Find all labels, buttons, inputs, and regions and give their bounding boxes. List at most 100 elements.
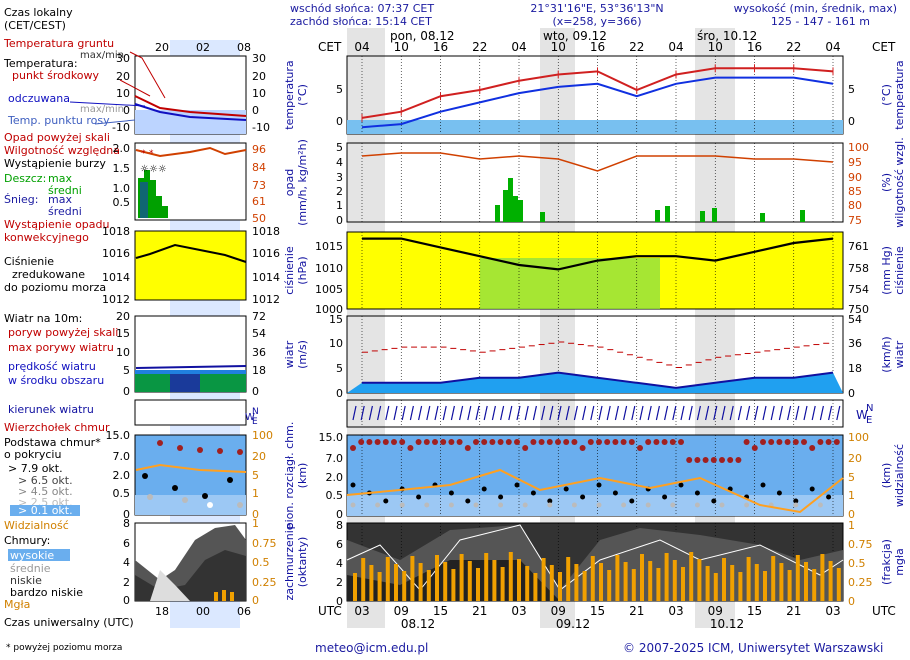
tick-label: 90 bbox=[848, 171, 862, 184]
wind-arrow bbox=[598, 405, 603, 421]
precip-bar bbox=[760, 213, 765, 222]
wind-arrow bbox=[778, 405, 783, 421]
tick-label: 1015 bbox=[315, 240, 343, 253]
legend-tick-label: 0 bbox=[252, 385, 259, 398]
wind-arrow bbox=[614, 405, 619, 421]
fog-bar bbox=[771, 556, 776, 601]
utc-hour-label: 09 bbox=[394, 604, 409, 618]
wind-arrow bbox=[721, 405, 726, 421]
axis-unit-left: (mm/h, kg/m²h) bbox=[296, 139, 309, 226]
legend-tick-label: 0.25 bbox=[252, 576, 277, 589]
wind-area bbox=[347, 372, 843, 393]
ground-temp-band bbox=[347, 120, 843, 134]
cloud-base-dot bbox=[530, 490, 536, 496]
fog-bar bbox=[353, 573, 357, 601]
legend-maxmin2: max/min bbox=[80, 104, 124, 115]
fog-bar bbox=[492, 560, 497, 601]
wind-arrow bbox=[672, 405, 677, 421]
cloud-base-dot-low bbox=[645, 502, 651, 508]
tick-label: 0 bbox=[848, 387, 855, 400]
svg-text:*: * bbox=[141, 149, 146, 159]
utc-hour-label: 03 bbox=[668, 604, 683, 618]
footer-email[interactable]: meteo@icm.edu.pl bbox=[315, 641, 428, 655]
cloud-top-dot bbox=[563, 439, 570, 445]
fog-bar bbox=[410, 556, 415, 601]
fog-bar bbox=[500, 567, 505, 601]
tick-label: 1005 bbox=[315, 283, 343, 296]
legend-medium: średnie bbox=[10, 562, 51, 575]
axis-unit-left: (m/s) bbox=[296, 340, 309, 369]
wind-arrow bbox=[819, 405, 824, 421]
svg-text:W: W bbox=[245, 412, 255, 423]
fog-bar bbox=[640, 554, 644, 601]
tick-label: 0.5 bbox=[848, 557, 866, 570]
day-label: 09.12 bbox=[556, 617, 590, 631]
legend-max-gust: max porywy wiatru bbox=[8, 341, 114, 354]
tick-label: 36 bbox=[848, 337, 862, 350]
legend-visibility: Widzialność bbox=[4, 519, 69, 532]
cloud-top-dot bbox=[448, 439, 455, 445]
wind-arrow bbox=[655, 405, 660, 421]
legend-tick-label: -10 bbox=[112, 121, 130, 134]
axis-title-right: widzialność bbox=[893, 444, 906, 507]
axis-unit-right: (mm Hg) bbox=[880, 246, 893, 295]
cloud-base-dot bbox=[793, 498, 799, 504]
legend-local-hour: 02 bbox=[196, 41, 210, 54]
cloud-base-dot bbox=[596, 482, 602, 488]
legend-snow: Śnieg: bbox=[4, 193, 38, 206]
legend-perceived: odczuwana bbox=[8, 92, 70, 105]
cloud-top-dot bbox=[686, 457, 693, 463]
cloud-top-dot bbox=[784, 439, 791, 445]
day-label: śro, 10.12 bbox=[697, 29, 757, 43]
tick-label: 2 bbox=[336, 185, 343, 198]
legend-tick-label: 10 bbox=[116, 87, 130, 100]
cet-hour-label: 22 bbox=[629, 40, 644, 54]
cloud-base-dot bbox=[760, 482, 766, 488]
legend-tick-label: 1.5 bbox=[113, 162, 131, 175]
cloud-top-dot bbox=[382, 439, 389, 445]
legend-pressure3: do poziomu morza bbox=[4, 281, 106, 294]
fog-bar bbox=[426, 570, 431, 601]
fog-bar bbox=[558, 572, 562, 601]
tick-label: 75 bbox=[848, 214, 862, 227]
cloud-top-dot bbox=[366, 439, 373, 445]
tick-label: 0 bbox=[336, 214, 343, 227]
wind-arrow bbox=[836, 405, 841, 421]
cloud-top-dot bbox=[522, 445, 529, 451]
precip-bar bbox=[800, 210, 805, 222]
axis-title-right: mgła bbox=[893, 548, 906, 576]
cloud-top-dot bbox=[637, 445, 643, 451]
tick-label: 4 bbox=[336, 557, 343, 570]
tick-label: 10 bbox=[329, 337, 343, 350]
series-humidity bbox=[361, 152, 834, 172]
cloud-base-dot bbox=[465, 498, 471, 504]
fog-bar bbox=[615, 555, 620, 601]
footer-copyright: © 2007-2025 ICM, Uniwersytet Warszawski bbox=[623, 641, 883, 655]
fog-bar bbox=[746, 557, 751, 601]
fog-bar bbox=[836, 568, 841, 601]
fog-bar bbox=[525, 566, 530, 601]
sunrise-text: wschód słońca: 07:37 CET bbox=[290, 2, 434, 15]
fog-bar bbox=[648, 561, 653, 601]
wind-arrow bbox=[401, 405, 406, 421]
tick-label: 18 bbox=[848, 362, 862, 375]
cloud-base-dot bbox=[563, 486, 569, 492]
cloud-base-dot bbox=[662, 494, 668, 500]
fog-bar bbox=[574, 564, 579, 601]
tick-label: 80 bbox=[848, 199, 862, 212]
tick-label: 758 bbox=[848, 262, 869, 275]
tick-label: 4 bbox=[336, 156, 343, 169]
wind-arrow bbox=[393, 405, 398, 421]
legend-tick-label: 36 bbox=[252, 346, 266, 359]
legend-tick-label: 0 bbox=[252, 104, 259, 117]
cet-hour-label: 16 bbox=[590, 40, 605, 54]
wind-arrow bbox=[450, 405, 455, 421]
tick-label: 5 bbox=[336, 141, 343, 154]
cloud-top-dot bbox=[432, 439, 438, 445]
cloud-base-dot bbox=[416, 494, 422, 500]
cloud-top-dot bbox=[374, 439, 381, 445]
fog-bar bbox=[418, 563, 423, 601]
legend-tick-label: 1 bbox=[252, 517, 259, 530]
fog-bar bbox=[599, 563, 603, 601]
